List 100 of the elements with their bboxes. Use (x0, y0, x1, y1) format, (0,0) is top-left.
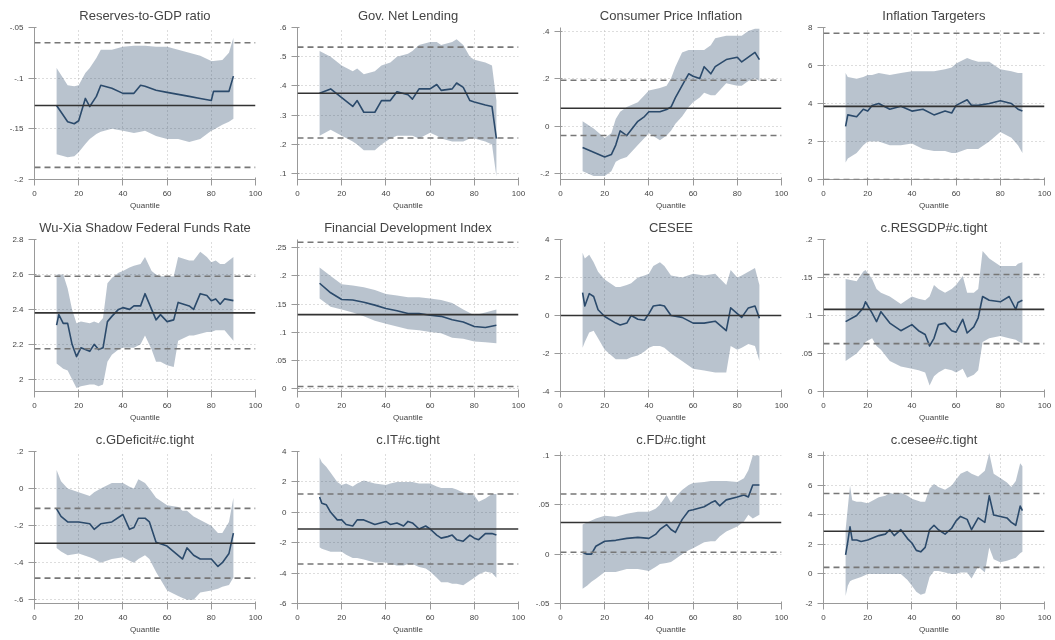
x-tick-label: 0 (558, 400, 564, 410)
y-tick-label: 0 (545, 311, 551, 320)
y-tick-label: .25 (275, 243, 288, 253)
x-tick-label: 20 (74, 400, 84, 410)
x-axis-title: Quantile (656, 200, 687, 210)
y-tick-label: .3 (279, 110, 288, 120)
x-tick-label: 20 (337, 188, 347, 198)
y-tick-label: 6 (808, 480, 814, 490)
x-tick-label: 0 (821, 400, 827, 410)
y-tick-label: -4 (542, 387, 551, 396)
x-axis-title: Quantile (919, 200, 950, 210)
y-tick-label: 2 (808, 539, 814, 549)
y-tick-label: 2 (282, 477, 288, 487)
chart-title: c.cesee#c.tight (890, 431, 978, 447)
y-tick-label: .1 (542, 450, 551, 460)
y-tick-label: 4 (808, 99, 814, 108)
chart-title: Wu-Xia Shadow Federal Funds Rate (39, 219, 251, 235)
y-tick-label: .2 (279, 271, 288, 281)
y-tick-label: .05 (275, 355, 288, 365)
y-tick-label: 8 (808, 23, 814, 32)
x-tick-label: 0 (821, 188, 827, 198)
x-axis-title: Quantile (393, 412, 424, 422)
x-tick-label: 60 (162, 612, 173, 622)
y-tick-label: -.2 (540, 169, 551, 179)
y-tick-label: .4 (542, 26, 551, 36)
x-tick-label: 20 (337, 612, 347, 622)
x-tick-label: 60 (425, 400, 436, 410)
x-tick-label: 60 (688, 400, 699, 410)
y-tick-label: 0 (19, 484, 25, 494)
y-tick-label: .4 (279, 81, 288, 91)
y-tick-label: .05 (801, 349, 814, 358)
y-tick-label: 2 (808, 137, 814, 146)
x-tick-label: 40 (644, 400, 654, 410)
y-tick-label: .15 (801, 273, 814, 282)
y-tick-label: -6 (279, 599, 288, 608)
y-tick-label: .2 (16, 447, 25, 456)
x-tick-label: 40 (118, 612, 128, 622)
x-tick-label: 60 (951, 612, 962, 622)
x-axis-title: Quantile (919, 624, 950, 634)
x-tick-label: 80 (995, 188, 1006, 198)
x-tick-label: 80 (732, 400, 743, 410)
x-tick-label: 60 (425, 612, 436, 622)
x-tick-label: 80 (206, 188, 217, 198)
y-tick-label: 2 (545, 273, 551, 282)
chart-title: CESEE (648, 219, 694, 235)
x-tick-label: 100 (774, 188, 789, 198)
y-tick-label: 4 (808, 510, 814, 520)
x-tick-label: 80 (206, 400, 217, 410)
x-tick-label: 100 (511, 612, 526, 622)
x-axis-title: Quantile (393, 624, 424, 634)
x-tick-label: 0 (32, 188, 38, 198)
x-axis-title: Quantile (919, 412, 950, 422)
x-tick-label: 100 (248, 400, 263, 410)
x-tick-label: 0 (295, 400, 301, 410)
x-tick-label: 100 (1037, 612, 1052, 622)
y-tick-label: 0 (808, 387, 814, 396)
x-tick-label: 20 (74, 188, 84, 198)
x-tick-label: 40 (907, 612, 917, 622)
y-tick-label: .5 (279, 52, 288, 62)
x-tick-label: 0 (295, 612, 301, 622)
x-tick-label: 40 (118, 188, 128, 198)
x-tick-label: 80 (995, 612, 1006, 622)
y-tick-label: .6 (279, 23, 288, 32)
y-tick-label: 0 (808, 175, 814, 184)
y-tick-label: .15 (275, 299, 288, 309)
y-tick-label: -.2 (14, 175, 25, 184)
y-tick-label: -4 (279, 568, 288, 578)
x-tick-label: 80 (206, 612, 217, 622)
x-tick-label: 80 (732, 188, 743, 198)
y-tick-label: 4 (545, 235, 551, 244)
y-tick-label: -2 (542, 349, 551, 358)
x-tick-label: 0 (821, 612, 827, 622)
x-tick-label: 0 (295, 188, 301, 198)
chart-title: c.GDeficit#c.tight (95, 431, 195, 447)
x-axis-title: Quantile (656, 624, 687, 634)
y-tick-label: 2.6 (12, 269, 25, 279)
y-tick-label: 2.8 (12, 235, 25, 244)
chart-title: Gov. Net Lending (357, 7, 459, 23)
y-tick-label: 4 (282, 447, 288, 456)
y-tick-label: 2.2 (12, 339, 25, 349)
x-tick-label: 40 (644, 188, 654, 198)
x-tick-label: 20 (863, 188, 873, 198)
x-tick-label: 60 (162, 188, 173, 198)
y-tick-label: 0 (545, 121, 551, 131)
x-axis-title: Quantile (393, 200, 424, 210)
chart-title: c.IT#c.tight (376, 431, 441, 447)
x-tick-label: 80 (732, 612, 743, 622)
y-tick-label: -.05 (9, 23, 25, 32)
y-tick-label: .2 (542, 74, 551, 84)
y-tick-label: -.2 (14, 521, 25, 531)
x-tick-label: 40 (907, 188, 917, 198)
y-tick-label: -2 (279, 538, 288, 548)
x-tick-label: 0 (558, 612, 564, 622)
x-tick-label: 100 (774, 400, 789, 410)
x-tick-label: 100 (511, 188, 526, 198)
y-tick-label: 2 (19, 374, 25, 384)
x-tick-label: 80 (469, 188, 480, 198)
chart-title: c.RESGDP#c.tight (880, 219, 988, 235)
x-axis-title: Quantile (130, 624, 161, 634)
chart-title: Inflation Targeters (882, 7, 986, 23)
